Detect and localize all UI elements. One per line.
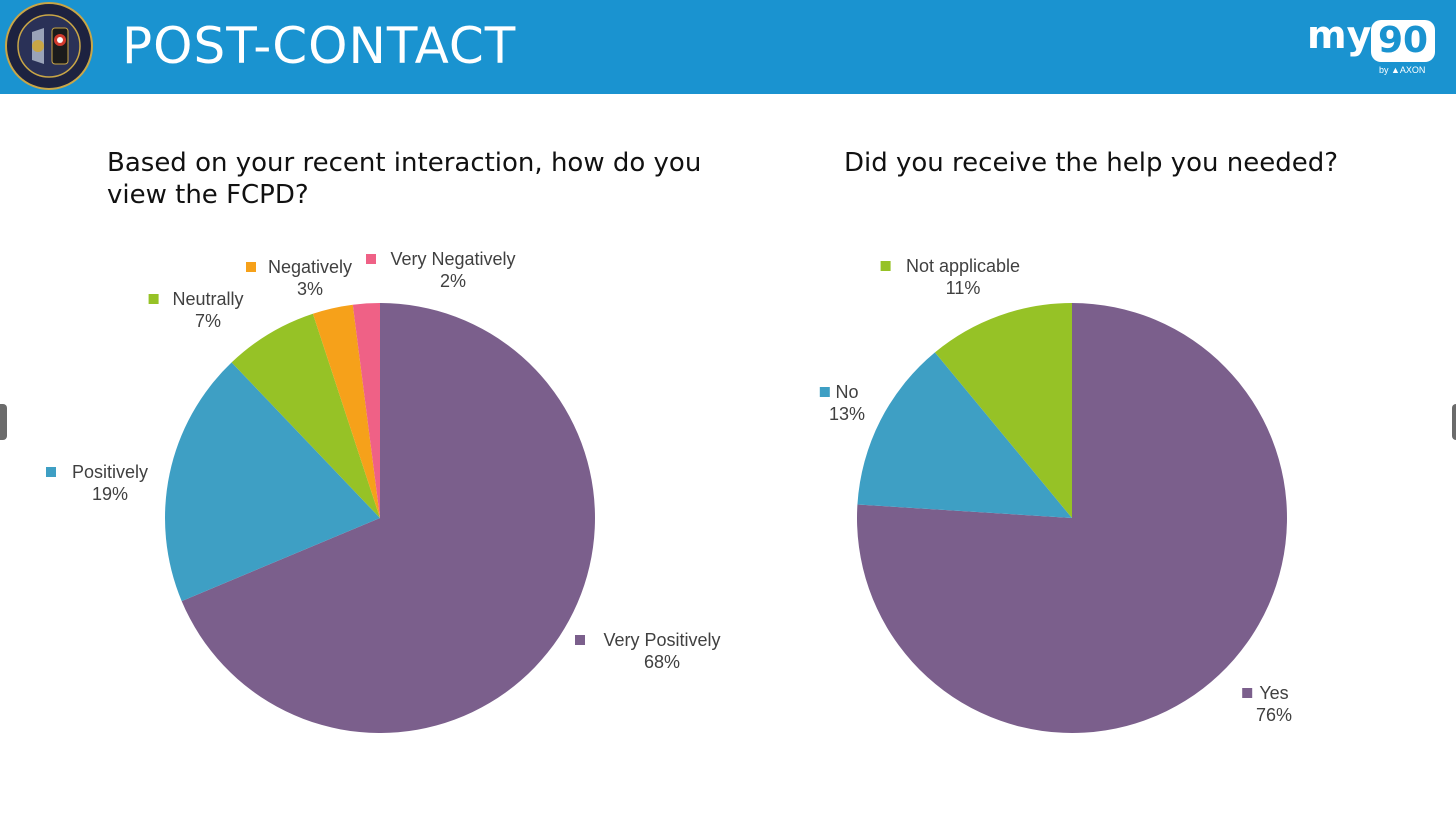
brand-prefix: my bbox=[1307, 13, 1372, 57]
legend-swatch-negatively bbox=[246, 262, 256, 272]
percent-label: 76% bbox=[1256, 705, 1292, 725]
legend-swatch-very-negatively bbox=[366, 254, 376, 264]
brand-number: 90 bbox=[1371, 20, 1435, 62]
pie-slice-not-applicable bbox=[934, 303, 1072, 518]
pie-slice-very-negatively bbox=[352, 303, 380, 518]
pie-slice-positively bbox=[165, 362, 380, 602]
legend-swatch-not-applicable bbox=[880, 261, 891, 271]
my90-logo: my 90 by ▲AXON bbox=[1305, 13, 1441, 78]
category-label: Negatively bbox=[268, 257, 352, 277]
pie-slice-negatively bbox=[312, 304, 380, 518]
category-label: Very Negatively bbox=[390, 249, 515, 269]
legend-swatch-no bbox=[819, 387, 830, 397]
pie-slice-no bbox=[857, 352, 1072, 518]
percent-label: 3% bbox=[297, 279, 323, 299]
percent-label: 19% bbox=[92, 484, 128, 504]
category-label: Yes bbox=[1259, 683, 1288, 703]
category-label: No bbox=[835, 382, 858, 402]
legend-swatch-yes bbox=[1242, 688, 1253, 698]
left-scroll-handle[interactable] bbox=[0, 404, 7, 440]
category-label: Neutrally bbox=[172, 289, 243, 309]
header-bar: POST-CONTACT my 90 by ▲AXON bbox=[0, 0, 1456, 94]
category-label: Very Positively bbox=[603, 630, 720, 650]
right-scroll-handle[interactable] bbox=[1452, 404, 1456, 440]
percent-label: 7% bbox=[195, 311, 221, 331]
pie-slice-very-positively bbox=[181, 303, 596, 734]
brand-by-axon: by ▲AXON bbox=[1379, 65, 1426, 75]
category-label: Not applicable bbox=[906, 256, 1020, 276]
chart1-title: Based on your recent interaction, how do… bbox=[107, 148, 702, 210]
legend-swatch-positively bbox=[46, 467, 56, 477]
percent-label: 2% bbox=[440, 271, 466, 291]
legend-swatch-neutrally bbox=[148, 294, 159, 304]
chart2-title: Did you receive the help you needed? bbox=[844, 148, 1339, 178]
legend-swatch-very-positively bbox=[575, 635, 585, 645]
percent-label: 13% bbox=[829, 404, 865, 424]
category-label: Positively bbox=[72, 462, 148, 482]
pie-slice-neutrally bbox=[231, 313, 380, 518]
page-title: POST-CONTACT bbox=[122, 17, 517, 75]
percent-label: 68% bbox=[644, 652, 680, 672]
percent-label: 11% bbox=[946, 278, 981, 298]
police-seal-logo bbox=[5, 2, 93, 90]
